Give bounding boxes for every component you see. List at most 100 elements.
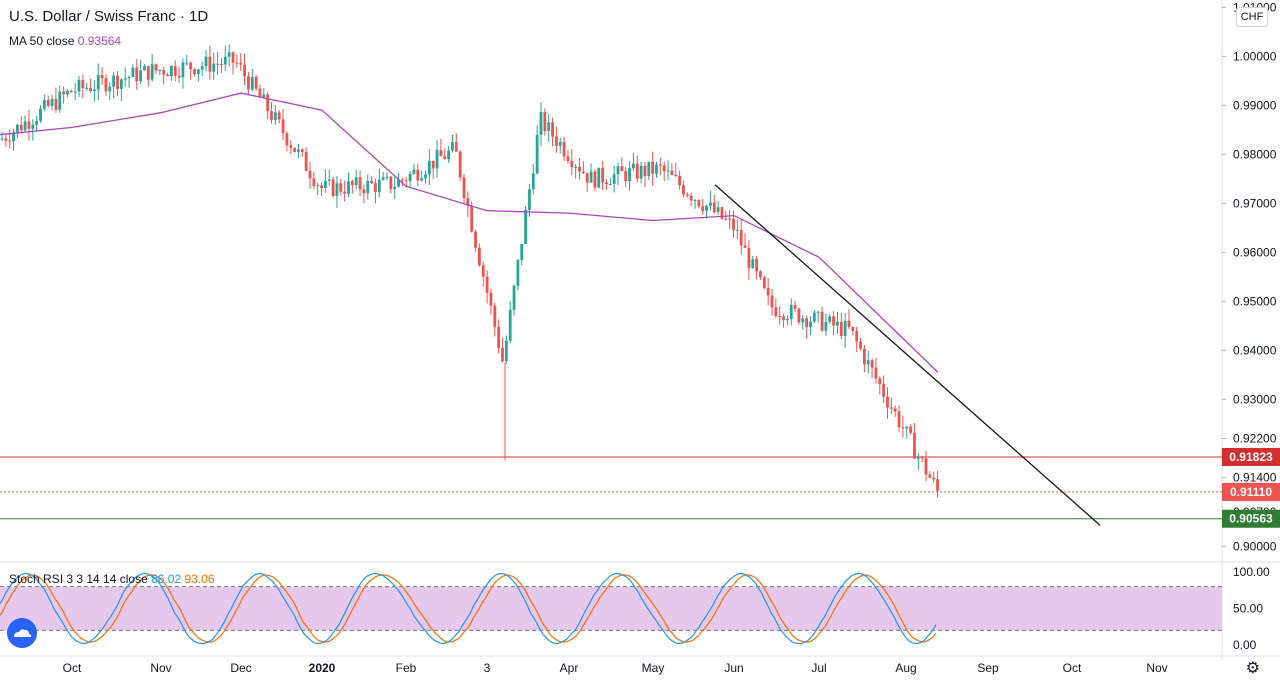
candle-body (173, 66, 177, 76)
candle-body (762, 277, 766, 288)
price-tick-label: 0.94000 (1233, 343, 1277, 357)
candle-body (778, 315, 782, 317)
candle-body (516, 259, 520, 286)
candle-body (782, 316, 785, 321)
time-tick-label: Nov (1146, 661, 1167, 675)
candle-body (909, 426, 912, 433)
price-label-box (1222, 447, 1280, 466)
candle-body (247, 76, 250, 90)
time-tick-label: Jun (724, 661, 743, 675)
candle-body (19, 124, 23, 131)
stoch-band (0, 586, 1222, 631)
candle-body (508, 309, 512, 341)
candle-body (620, 166, 624, 172)
candle-body (585, 173, 589, 183)
candle-body (150, 64, 154, 80)
candle-body (466, 198, 470, 206)
candle-body (374, 183, 377, 193)
candle-body (81, 79, 85, 89)
candle-body (170, 66, 173, 77)
candle-body (485, 276, 489, 293)
candle-body (682, 185, 685, 195)
candle-body (262, 94, 266, 98)
candle-body (512, 285, 516, 310)
time-tick-label: Jul (811, 661, 826, 675)
candle-body (231, 52, 235, 63)
candle-body (362, 189, 366, 194)
candle-body (39, 108, 42, 121)
price-tick-label: 0.91400 (1233, 471, 1277, 485)
candle-body (578, 166, 581, 172)
candle-body (843, 320, 847, 336)
time-tick-label: Feb (396, 661, 417, 675)
candle-body (728, 218, 732, 220)
candle-body (366, 180, 370, 194)
candle-body (343, 191, 347, 194)
candle-body (196, 69, 200, 75)
candle-body (46, 99, 50, 106)
price-tick-label: 0.96000 (1233, 245, 1277, 259)
gear-icon[interactable]: ⚙ (1245, 660, 1260, 677)
stoch-d-line (0, 574, 937, 643)
candle-body (920, 456, 924, 459)
price-tick-label: 0.97000 (1233, 196, 1277, 210)
candle-body (420, 178, 424, 181)
candle-body (735, 230, 739, 232)
currency-button[interactable]: CHF (1236, 7, 1268, 27)
price-tick-label: 0.93000 (1233, 392, 1277, 406)
ma-label: MA 50 close (9, 34, 75, 48)
time-tick-label: Apr (560, 661, 579, 675)
candle-body (181, 62, 185, 78)
candle-body (759, 271, 762, 278)
candle-body (766, 287, 770, 296)
candle-body (593, 171, 597, 188)
candle-body (558, 142, 562, 146)
candle-body (504, 340, 508, 362)
candle-body (774, 307, 778, 316)
candle-body (250, 76, 254, 90)
candle-body (616, 166, 620, 175)
candle-body (27, 121, 31, 129)
price-label: 0.91110 (1230, 485, 1272, 499)
stoch-tick-label: 0.00 (1233, 638, 1257, 652)
candle-body (416, 169, 420, 181)
candle-body (716, 207, 720, 213)
candle-body (470, 205, 474, 232)
candle-body (439, 150, 443, 157)
candle-body (601, 167, 604, 183)
candle-body (324, 180, 327, 189)
candle-body (12, 132, 15, 142)
candle-body (597, 167, 601, 188)
time-tick-label: Dec (230, 661, 251, 675)
candle-body (501, 348, 504, 362)
candle-body (58, 91, 62, 110)
candle-body (543, 112, 547, 132)
candle-body (612, 174, 616, 184)
candle-body (104, 78, 108, 92)
candle-body (308, 170, 312, 179)
ma-value: 0.93564 (77, 34, 122, 48)
candle-body (662, 165, 666, 172)
candle-body (551, 122, 554, 137)
candle-body (404, 180, 408, 182)
candle-body (689, 195, 693, 201)
candle-body (331, 179, 335, 197)
time-tick-label: Sep (977, 661, 999, 675)
candle-body (427, 160, 431, 175)
candle-body (77, 79, 81, 92)
candle-body (528, 189, 531, 211)
candle-body (566, 156, 570, 161)
candle-body (123, 78, 127, 80)
tradingview-logo[interactable] (7, 618, 37, 648)
stoch-legend: Stoch RSI 3 3 14 14 close 86.02 93.06 (9, 572, 215, 586)
candle-body (685, 194, 689, 196)
candle-body (258, 88, 262, 98)
candle-body (886, 396, 889, 408)
candle-body (893, 408, 897, 412)
candle-body (216, 63, 219, 65)
time-tick-label: Nov (150, 661, 171, 675)
candle-body (339, 183, 343, 192)
time-tick-label: Aug (895, 661, 916, 675)
